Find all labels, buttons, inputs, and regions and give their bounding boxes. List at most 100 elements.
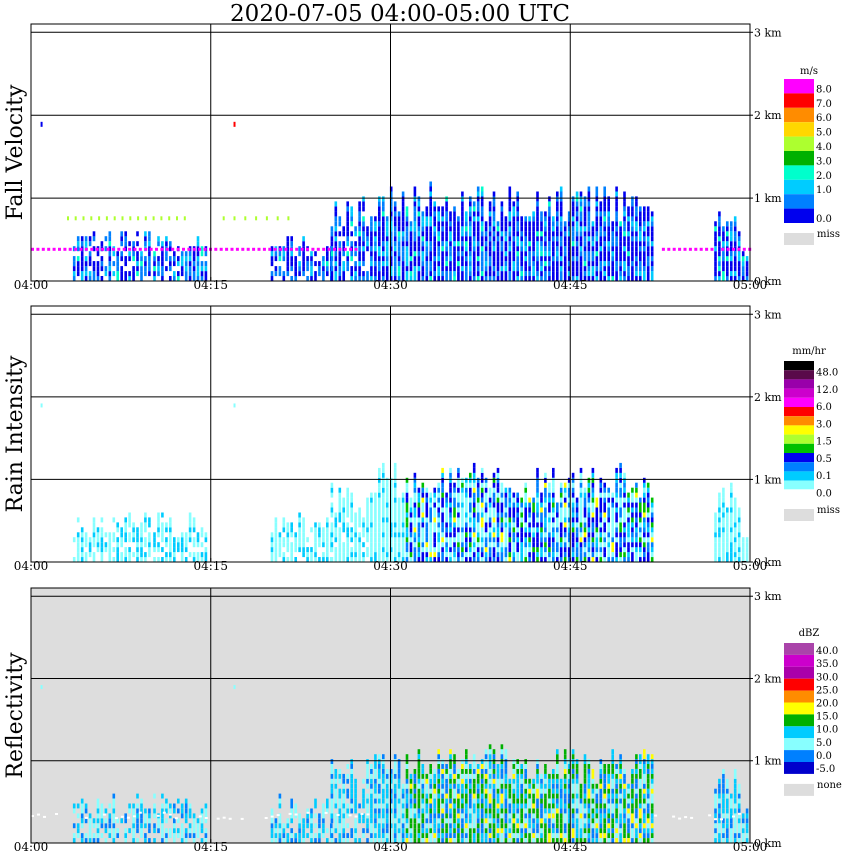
colorbar-unit: mm/hr [792, 346, 826, 357]
echo-cell [552, 527, 555, 533]
echo-cell [378, 497, 381, 503]
echo-cell [508, 502, 512, 508]
echo-cell [302, 517, 305, 523]
echo-cell [496, 276, 500, 281]
echo-cell [480, 507, 484, 513]
echo-cell [532, 798, 535, 804]
echo-cell [200, 251, 204, 257]
echo-cell [556, 773, 559, 779]
echo-cell [718, 537, 721, 543]
echo-cell [599, 256, 603, 262]
echo-cell [461, 266, 464, 272]
echo-cell [433, 828, 436, 834]
echo-cell [401, 532, 405, 538]
echo-cell [144, 512, 147, 518]
echo-cell [302, 522, 305, 528]
echo-cell [646, 236, 650, 242]
echo-cell [639, 241, 642, 247]
echo-cell [730, 557, 733, 562]
echo-cell [378, 803, 381, 809]
echo-cell [472, 547, 476, 553]
echo-cell [136, 793, 139, 799]
echo-cell [552, 226, 555, 232]
echo-cell [476, 813, 480, 819]
echo-cell [382, 838, 385, 843]
echo-cell [157, 271, 160, 277]
echo-cell [556, 793, 559, 799]
echo-cell [484, 754, 488, 760]
echo-cell [306, 813, 309, 819]
echo-cell [318, 261, 321, 267]
echo-cell [342, 271, 345, 277]
echo-cell [631, 241, 634, 247]
echo-cell [508, 221, 512, 227]
echo-cell [591, 487, 595, 493]
echo-cell [457, 216, 460, 222]
echo-cell [567, 492, 571, 498]
fall-velocity-mark [176, 247, 180, 251]
fall-velocity-mark [47, 247, 51, 251]
echo-cell [559, 186, 563, 192]
echo-cell [484, 246, 488, 252]
echo-cell [346, 773, 349, 779]
echo-cell [124, 828, 127, 834]
echo-cell [88, 838, 92, 843]
echo-cell [646, 512, 650, 518]
echo-cell [96, 527, 100, 533]
echo-cell [524, 808, 527, 814]
echo-cell [382, 552, 385, 558]
echo-cell [148, 231, 151, 237]
echo-cell [84, 256, 88, 262]
echo-cell [508, 547, 512, 553]
echo-cell [169, 517, 172, 523]
echo-cell [449, 482, 452, 488]
echo-cell [492, 191, 496, 197]
echo-cell [643, 231, 646, 237]
echo-cell [532, 502, 535, 508]
echo-cell [409, 226, 413, 232]
echo-cell [504, 542, 508, 548]
echo-cell [382, 251, 385, 257]
echo-cell [544, 472, 547, 478]
echo-cell [449, 221, 452, 227]
echo-cell [389, 507, 393, 513]
echo-cell [524, 833, 527, 838]
echo-cell [433, 778, 436, 784]
echo-cell [334, 823, 338, 829]
echo-cell [441, 532, 444, 538]
echo-cell [136, 818, 139, 824]
echo-cell [591, 808, 595, 814]
echo-cell [536, 507, 539, 513]
echo-cell [504, 241, 508, 247]
echo-cell [382, 793, 385, 799]
echo-cell [310, 271, 313, 277]
echo-cell [504, 527, 508, 533]
echo-cell [559, 557, 563, 562]
echo-cell [631, 547, 634, 553]
echo-cell [635, 251, 638, 257]
echo-cell [204, 818, 208, 824]
echo-cell [385, 542, 389, 548]
echo-cell [374, 507, 377, 513]
echo-cell [302, 271, 305, 277]
echo-cell [413, 517, 417, 523]
echo-cell [393, 201, 397, 207]
echo-cell [623, 256, 626, 262]
echo-cell [476, 487, 480, 493]
echo-cell [393, 482, 397, 488]
echo-cell [737, 231, 741, 237]
echo-cell [362, 818, 365, 824]
echo-cell [417, 542, 421, 548]
echo-cell [587, 502, 591, 508]
echo-cell [302, 527, 305, 533]
echo-cell [722, 557, 725, 562]
echo-cell [441, 783, 444, 789]
echo-cell [318, 542, 321, 548]
echo-cell [437, 261, 440, 267]
echo-cell [552, 773, 555, 779]
echo-cell [603, 482, 606, 488]
echo-cell [714, 226, 717, 232]
echo-cell [425, 271, 429, 277]
echo-cell [646, 487, 650, 493]
echo-cell [544, 271, 547, 277]
